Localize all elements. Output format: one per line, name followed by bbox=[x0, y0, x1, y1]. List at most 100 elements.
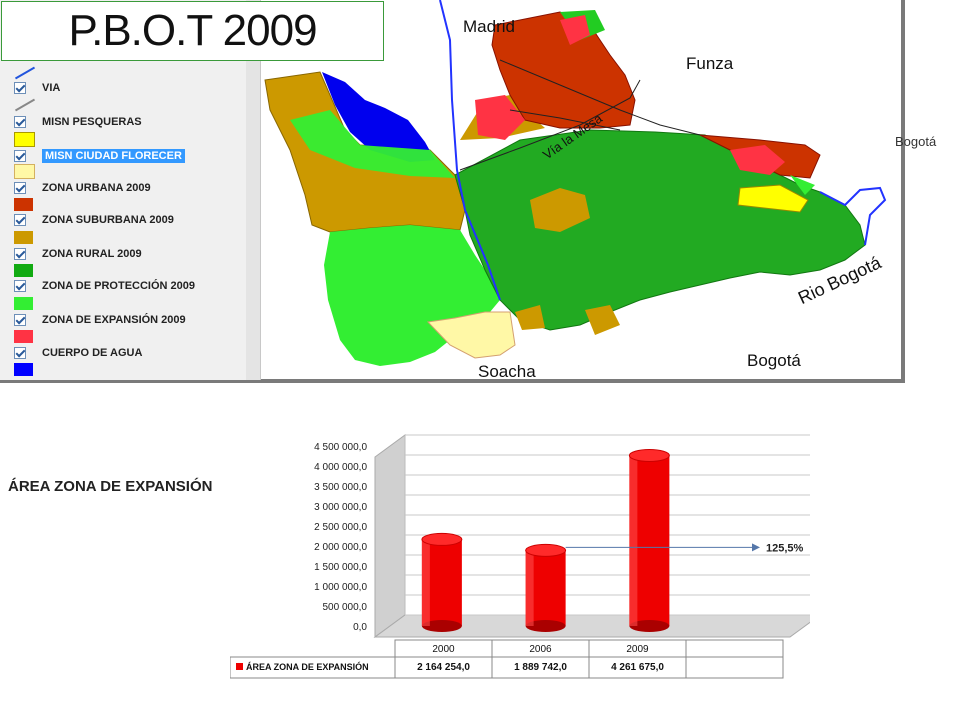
legend-item-via[interactable]: VIA bbox=[14, 80, 60, 96]
checkbox-icon[interactable] bbox=[14, 116, 26, 128]
slide-title: P.B.O.T 2009 bbox=[1, 1, 384, 61]
zona-rural-swatch bbox=[14, 264, 33, 277]
map-screenshot: VIA MISN PESQUERAS MISN CIUDAD FLORECER … bbox=[0, 0, 905, 383]
chart-walls bbox=[373, 434, 810, 638]
bar-top bbox=[628, 449, 670, 463]
chart-side-wall bbox=[374, 434, 406, 638]
y-tick-label: 3 500 000,0 bbox=[314, 482, 367, 493]
legend-label: CUERPO DE AGUA bbox=[42, 347, 143, 359]
chart-back-wall bbox=[404, 434, 810, 616]
chart-gridlines bbox=[405, 434, 810, 616]
map-zone-expansion-red-3 bbox=[560, 15, 590, 45]
y-tick-label: 1 500 000,0 bbox=[314, 562, 367, 573]
y-tick-label: 0,0 bbox=[353, 622, 367, 633]
table-value-label: 2 164 254,0 bbox=[417, 662, 470, 673]
place-label-bogota-small: Bogotá bbox=[895, 134, 937, 149]
legend-item-misn-pesqueras[interactable]: MISN PESQUERAS bbox=[14, 114, 142, 130]
bar-highlight bbox=[525, 550, 534, 626]
chart-heading: ÁREA ZONA DE EXPANSIÓN bbox=[8, 478, 213, 495]
bar bbox=[628, 449, 670, 632]
annotation-arrow-head bbox=[752, 543, 760, 552]
map-river-east bbox=[819, 186, 887, 246]
legend-item-zona-rural[interactable]: ZONA RURAL 2009 bbox=[14, 246, 142, 262]
checkbox-icon[interactable] bbox=[14, 314, 26, 326]
y-axis-tick-labels: 0,0 500 000,0 1 000 000,0 1 500 000,0 2 000 … bbox=[314, 442, 367, 633]
checkbox-icon[interactable] bbox=[14, 280, 26, 292]
table-header-cell bbox=[685, 639, 784, 658]
map-river-bogota bbox=[439, 0, 501, 301]
annotation-label: 125,5% bbox=[766, 542, 804, 554]
y-tick-label: 1 000 000,0 bbox=[314, 582, 367, 593]
table-category-label: 2000 bbox=[432, 644, 455, 655]
map-zone-misn-yellow bbox=[737, 184, 809, 213]
legend-label: VIA bbox=[42, 82, 61, 94]
bar-base bbox=[525, 620, 566, 632]
map-zone-rural-patch-3 bbox=[515, 305, 545, 330]
legend-item-zona-expansion[interactable]: ZONA DE EXPANSIÓN 2009 bbox=[14, 312, 186, 328]
legend-label: ZONA SUBURBANA 2009 bbox=[42, 214, 174, 226]
table-category-label: 2009 bbox=[626, 644, 649, 655]
legend-label: ZONA RURAL 2009 bbox=[42, 248, 142, 260]
bar-base bbox=[629, 620, 670, 632]
y-tick-label: 2 500 000,0 bbox=[314, 522, 367, 533]
table-value-cell bbox=[685, 656, 784, 679]
chart-floor bbox=[373, 614, 810, 638]
legend-label: ZONA DE PROTECCIÓN 2009 bbox=[42, 280, 196, 292]
legend-item-zona-suburbana[interactable]: ZONA SUBURBANA 2009 bbox=[14, 212, 174, 228]
checkbox-icon[interactable] bbox=[14, 248, 26, 260]
legend-label: MISN CIUDAD FLORECER bbox=[42, 149, 185, 163]
bar-highlight bbox=[421, 539, 430, 626]
table-value-label: 1 889 742,0 bbox=[514, 662, 567, 673]
y-tick-label: 3 000 000,0 bbox=[314, 502, 367, 513]
chart-data-table: 2000 2006 2009 ÁREA ZONA DE EXPANSIÓN 2 164 … bbox=[230, 639, 784, 679]
checkbox-icon[interactable] bbox=[14, 347, 26, 359]
place-label-madrid: Madrid bbox=[463, 17, 515, 36]
table-series-name: ÁREA ZONA DE EXPANSIÓN bbox=[246, 661, 369, 672]
bar bbox=[421, 532, 463, 632]
misn-pesqueras-swatch bbox=[14, 132, 35, 147]
legend-item-misn-ciudad-florecer[interactable]: MISN CIUDAD FLORECER bbox=[14, 148, 185, 164]
checkbox-icon[interactable] bbox=[14, 82, 26, 94]
map-zone-expansion-red-2 bbox=[730, 145, 785, 175]
legend-item-cuerpo-agua[interactable]: CUERPO DE AGUA bbox=[14, 345, 142, 361]
misn-ciudad-florecer-swatch bbox=[14, 164, 35, 179]
layer-legend-panel: VIA MISN PESQUERAS MISN CIUDAD FLORECER … bbox=[0, 0, 261, 380]
legend-label: MISN PESQUERAS bbox=[42, 116, 142, 128]
map-zone-expansion-strip bbox=[290, 110, 455, 178]
legend-label: ZONA DE EXPANSIÓN 2009 bbox=[42, 314, 186, 326]
chart-bars bbox=[421, 449, 670, 632]
checkbox-icon[interactable] bbox=[14, 182, 26, 194]
bar-highlight bbox=[629, 455, 638, 626]
y-tick-label: 500 000,0 bbox=[323, 602, 368, 613]
zona-urbana-swatch bbox=[14, 198, 33, 211]
table-value-label: 4 261 675,0 bbox=[611, 662, 664, 673]
zona-suburbana-swatch bbox=[14, 231, 33, 244]
pesqueras-line-symbol bbox=[14, 98, 36, 112]
y-tick-label: 4 000 000,0 bbox=[314, 462, 367, 473]
bar-base bbox=[421, 620, 462, 632]
table-legend-key bbox=[236, 663, 243, 670]
via-line-symbol bbox=[14, 66, 36, 80]
map-road-3 bbox=[509, 109, 621, 131]
chart-annotation: 125,5% bbox=[565, 542, 804, 554]
bar-top bbox=[525, 543, 567, 557]
map-zone-rural-patch-1 bbox=[530, 188, 590, 232]
map-zone-expansion-east bbox=[790, 175, 815, 195]
cuerpo-agua-swatch bbox=[14, 363, 33, 376]
panel-splitter[interactable] bbox=[246, 0, 261, 380]
legend-item-zona-urbana[interactable]: ZONA URBANA 2009 bbox=[14, 180, 151, 196]
map-zone-urbana-south bbox=[426, 311, 516, 359]
checkbox-icon[interactable] bbox=[14, 214, 26, 226]
place-label-funza: Funza bbox=[686, 54, 734, 73]
checkbox-icon[interactable] bbox=[14, 150, 26, 162]
legend-item-zona-proteccion[interactable]: ZONA DE PROTECCIÓN 2009 bbox=[14, 278, 195, 294]
map-zone-agua bbox=[322, 72, 435, 162]
place-label-bogota: Bogotá bbox=[747, 351, 801, 370]
legend-label: ZONA URBANA 2009 bbox=[42, 182, 151, 194]
zona-proteccion-swatch bbox=[14, 297, 33, 310]
map-zone-expansion-red-1 bbox=[475, 95, 525, 140]
place-label-soacha: Soacha bbox=[478, 362, 536, 381]
y-tick-label: 2 000 000,0 bbox=[314, 542, 367, 553]
expansion-area-chart: 0,0 500 000,0 1 000 000,0 1 500 000,0 2 000 … bbox=[230, 434, 810, 679]
map-road-1 bbox=[499, 59, 701, 136]
